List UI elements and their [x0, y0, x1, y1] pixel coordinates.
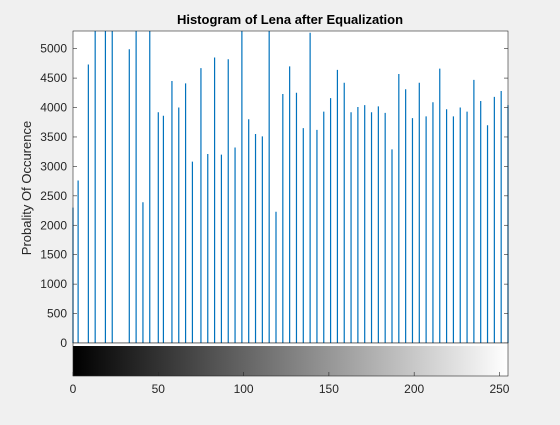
grayscale-colorbar [73, 346, 508, 376]
y-tick-label: 2000 [40, 218, 67, 232]
plot-area: 0 500 1000 1500 2000 2500 3000 3500 4000 4500 5000 [40, 30, 509, 350]
x-axis-ticks: 0 50 100 150 200 250 [70, 372, 510, 396]
y-tick-label: 3500 [40, 130, 67, 144]
x-tick-label: 200 [404, 382, 424, 396]
y-tick-label: 0 [60, 336, 67, 350]
y-axis-ticks: 0 500 1000 1500 2000 2500 3000 3500 4000 4500 5000 [40, 42, 508, 350]
y-tick-label: 5000 [40, 42, 67, 56]
colorbar-frame [72, 342, 509, 377]
y-tick-label: 500 [47, 307, 67, 321]
y-axis-label: Probality Of Occurence [19, 121, 34, 255]
histogram-bars [72, 31, 509, 343]
x-tick-label: 0 [70, 382, 77, 396]
chart-title: Histogram of Lena after Equalization [177, 12, 403, 27]
x-tick-label: 100 [234, 382, 254, 396]
plot-background [73, 31, 508, 343]
y-tick-label: 3000 [40, 159, 67, 173]
y-tick-label: 4000 [40, 101, 67, 115]
x-tick-label: 250 [489, 382, 509, 396]
y-tick-label: 4500 [40, 71, 67, 85]
colorbar-axes: 0 50 100 150 200 250 [70, 342, 510, 396]
x-tick-label: 50 [152, 382, 166, 396]
y-tick-label: 1000 [40, 277, 67, 291]
x-tick-label: 150 [319, 382, 339, 396]
y-tick-label: 2500 [40, 189, 67, 203]
y-tick-label: 1500 [40, 248, 67, 262]
